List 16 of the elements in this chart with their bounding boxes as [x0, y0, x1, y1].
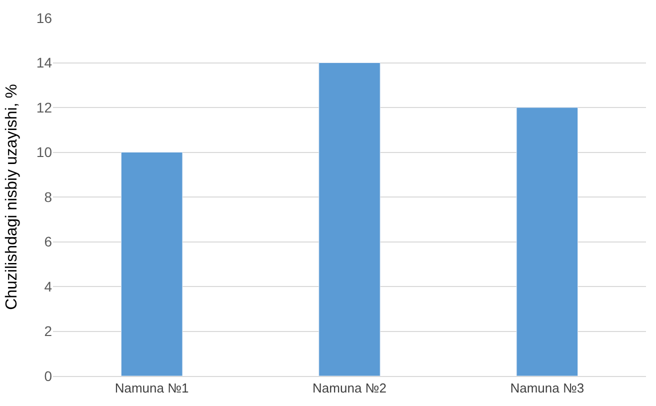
y-axis-title: Chuzilishdagi nisbiy uzayishi, % — [3, 84, 20, 310]
y-tick-label: 14 — [36, 54, 52, 71]
x-tick-label: Namuna №2 — [312, 380, 386, 396]
y-tick-label: 8 — [44, 188, 52, 205]
y-tick-label: 16 — [36, 10, 52, 26]
y-tick-label: 6 — [44, 234, 52, 250]
bar — [318, 62, 380, 376]
bar — [120, 152, 183, 376]
x-tick-label: Namuna №1 — [114, 380, 189, 396]
y-tick-label: 2 — [44, 323, 52, 340]
y-tick-label: 12 — [36, 99, 52, 116]
y-tick-label: 4 — [44, 278, 52, 294]
y-tick-label: 10 — [36, 144, 52, 160]
x-tick-label: Namuna №3 — [510, 380, 584, 396]
y-tick-label: 0 — [44, 368, 52, 384]
bar — [516, 107, 578, 376]
